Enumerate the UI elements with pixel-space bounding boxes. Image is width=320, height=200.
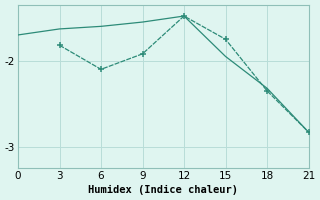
X-axis label: Humidex (Indice chaleur): Humidex (Indice chaleur) <box>88 185 238 195</box>
